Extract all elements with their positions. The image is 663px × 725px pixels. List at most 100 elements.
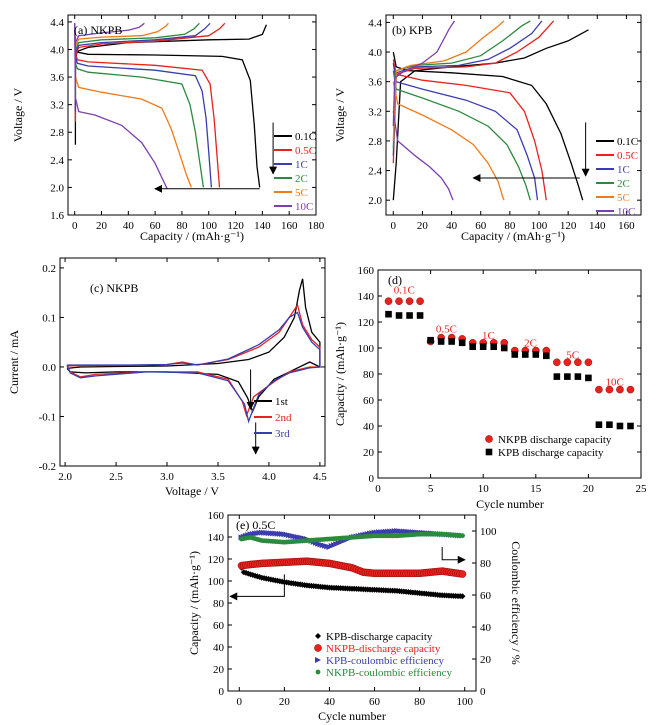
x-tick-label: 4.0 — [262, 471, 276, 483]
point-square — [469, 343, 476, 350]
point-square — [458, 339, 466, 347]
discharge-curve-1C — [74, 23, 213, 188]
x-tick-label: 0 — [72, 220, 78, 232]
y-tick-label: 160 — [208, 510, 225, 522]
y-tick-label: 0 — [369, 473, 375, 485]
y-tick-label: 4.4 — [50, 17, 64, 29]
panel-a: 0 20 40 60 80 100 120 140 160 180 1.6 2.0 2.4 2.8 3.2 3… — [11, 14, 325, 243]
y-tick-label: 40 — [363, 421, 375, 433]
point-square — [532, 351, 540, 358]
y-tick-label: 80 — [363, 369, 375, 381]
x-tick-label: 20 — [279, 696, 291, 708]
x-tick-label: 25 — [636, 483, 648, 495]
y-tick-label: 2.8 — [50, 127, 64, 139]
legend-a-label: 0.5C — [295, 145, 316, 157]
legend-e-label: KPB-discharge capacity — [326, 631, 433, 643]
x-tick-label: 10 — [478, 483, 490, 495]
panel-c-ylabel: Current / mA — [7, 330, 21, 394]
point-square — [585, 374, 592, 382]
point-square — [437, 338, 445, 345]
x-tick-label: 140 — [589, 220, 606, 232]
legend-b-label: 2C — [617, 178, 630, 190]
panel-c-plot-area: 2.0 2.5 3.0 3.5 4.0 4.5 -0.2 -0.1 0.0 0.1 0.2 1st 2n… — [39, 258, 327, 483]
x-tick-label: 80 — [504, 220, 516, 232]
point-square — [479, 343, 487, 350]
discharge-curve-0.5C — [392, 59, 547, 201]
y-tick-label: 4.0 — [368, 47, 382, 59]
rate-annotation: 5C — [566, 349, 579, 361]
x-tick-label: 180 — [308, 220, 325, 232]
x-tick-label: 2.5 — [109, 471, 123, 483]
panel-b-xlabel: Capacity / (mAh·g⁻¹) — [461, 229, 565, 243]
legend-a-label: 1C — [295, 159, 308, 171]
x-tick-label: 60 — [150, 220, 162, 232]
discharge-curve-1C — [392, 62, 539, 201]
point-circle — [626, 385, 635, 394]
discharge-curve-10C — [392, 111, 454, 201]
point-square — [616, 422, 624, 430]
x-tick-label: 20 — [96, 220, 108, 232]
cv-curve-3rd — [66, 311, 321, 424]
legend-e-label: KPB-coulombic efficiency — [326, 655, 445, 667]
panel-d: 0 5 10 15 20 25 0 20 40 60 80 100 120 140 160 0.1C 0.5C 1… — [333, 265, 647, 511]
point-circle — [605, 385, 614, 394]
x-tick-label: 20 — [583, 483, 595, 495]
panel-d-xlabel: Cycle number — [476, 497, 544, 511]
legend-e-swatch — [315, 657, 321, 663]
x-tick-label: 15 — [530, 483, 542, 495]
legend-b-label: 0.5C — [617, 150, 638, 162]
point-square — [416, 312, 424, 319]
panel-a-xlabel: Capacity / (mAh·g⁻¹) — [140, 229, 244, 243]
y-tick-label: 3.6 — [368, 77, 382, 89]
x-tick-label: 160 — [618, 220, 635, 232]
x-tick-label: 80 — [414, 696, 426, 708]
panel-a-plot-area: 0 20 40 60 80 100 120 140 160 180 1.6 2.0 2.4 2.8 3.2 3… — [50, 15, 325, 232]
panel-c-frame — [59, 257, 326, 467]
x-tick-label: 0 — [375, 483, 381, 495]
x-tick-label: 120 — [560, 220, 577, 232]
legend-e-swatch — [315, 633, 321, 639]
y-tick-label: 160 — [358, 265, 375, 277]
point-square — [521, 351, 529, 358]
rate-annotation: 0.1C — [394, 284, 415, 296]
point-square — [406, 312, 413, 319]
discharge-curve-5C — [74, 23, 192, 188]
panel-d-plot-area: 0 5 10 15 20 25 0 20 40 60 80 100 120 140 160 0.1C 0.5C 1… — [358, 265, 648, 495]
legend-a-label: 10C — [295, 201, 313, 213]
panel-e-y2label: Coulombic efficiency / % — [509, 541, 523, 664]
y-tick-label: 0 — [219, 686, 225, 698]
point-square — [385, 310, 392, 318]
y2-tick-label: 80 — [480, 558, 492, 570]
y-tick-label: 4.0 — [50, 44, 64, 56]
y-tick-label: -0.2 — [39, 461, 56, 473]
legend-a-label: 5C — [295, 187, 308, 199]
y-tick-label: 140 — [358, 291, 375, 303]
point-square — [606, 421, 613, 428]
legend-d-swatch — [485, 448, 493, 456]
x-tick-label: 60 — [475, 220, 487, 232]
y-tick-label: 20 — [363, 447, 375, 459]
y-tick-label: 0.0 — [42, 362, 56, 374]
point-circle — [416, 297, 424, 306]
charge-curve-1C — [392, 20, 543, 156]
y2-tick-label: 60 — [480, 590, 492, 602]
discharge-curve-10C — [74, 23, 168, 190]
panel-a-frame — [67, 14, 317, 216]
legend-e-label: NKPB-coulombic efficiency — [326, 667, 452, 679]
point-star — [460, 533, 465, 539]
y-tick-label: 120 — [208, 554, 225, 566]
discharge-curve-0.1C — [74, 24, 261, 188]
legend-e-swatch — [315, 669, 321, 675]
point-circle — [405, 297, 414, 306]
discharge-curve-2C — [392, 70, 531, 201]
x-tick-label: 0 — [237, 696, 243, 708]
discharge-curve-0.5C — [74, 23, 221, 188]
point-square — [595, 421, 603, 428]
point-diamond — [459, 593, 466, 600]
charge-curve-5C — [392, 20, 505, 141]
y-tick-label: 60 — [363, 395, 375, 407]
y2-tick-label: 20 — [480, 654, 492, 666]
panel-c-title: (c) NKPB — [90, 281, 138, 295]
panel-b-plot-area: 0 20 40 60 80 100 120 140 160 2.0 2.4 2.8 3.2 3.6 4.0 4… — [368, 15, 641, 232]
